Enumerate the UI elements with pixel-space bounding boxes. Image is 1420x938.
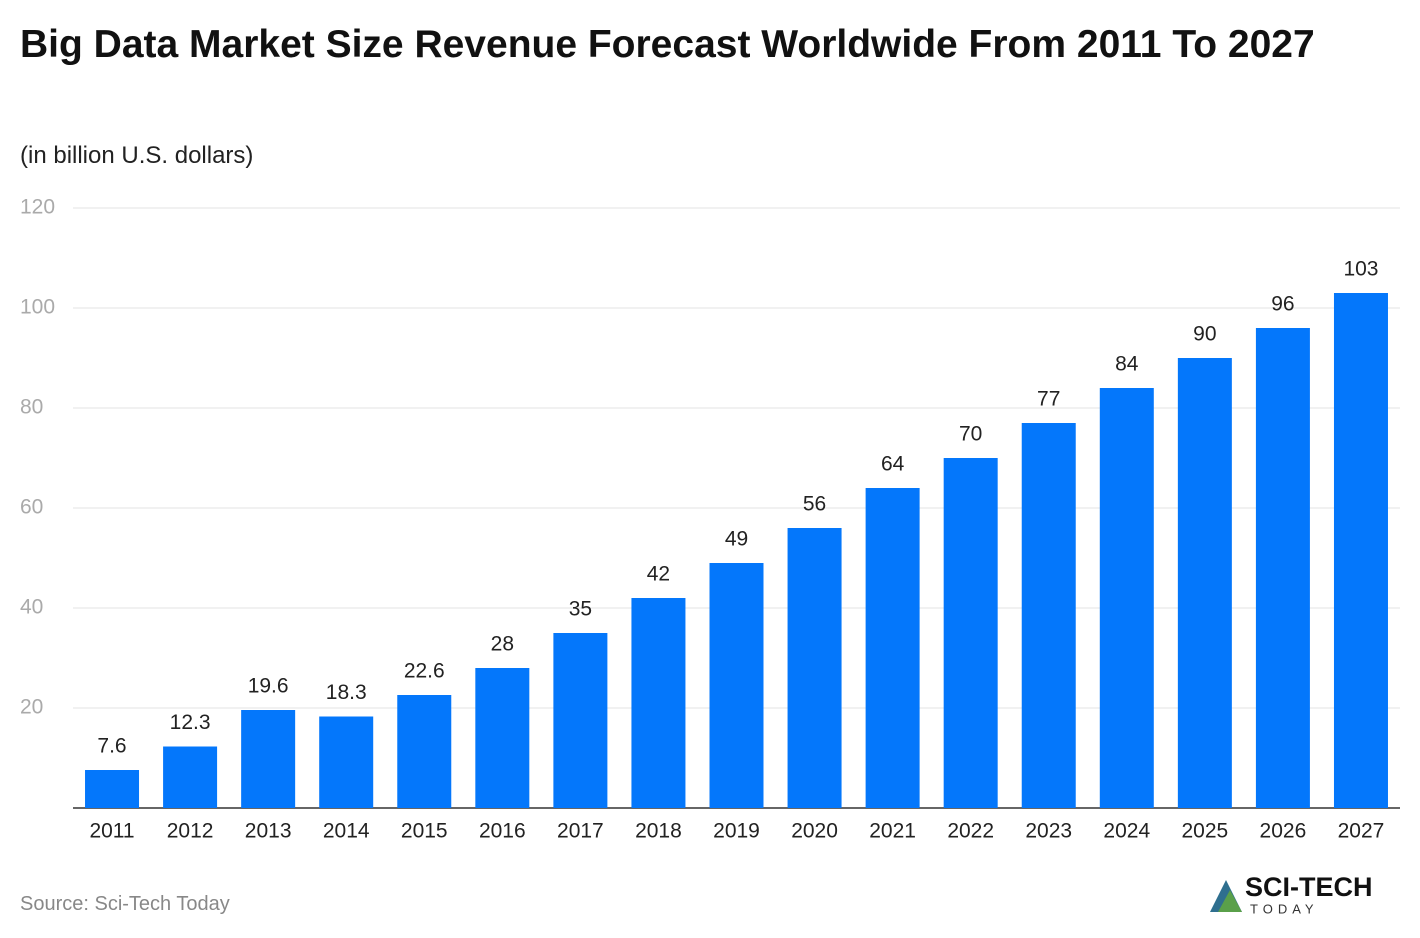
value-label: 22.6 <box>404 660 445 683</box>
y-tick-label: 100 <box>20 296 55 319</box>
logo-icon <box>1218 890 1242 912</box>
x-tick-label: 2020 <box>791 820 838 843</box>
value-label: 42 <box>647 563 670 586</box>
bar <box>1255 328 1310 808</box>
bar <box>553 633 608 808</box>
bar <box>1177 358 1232 808</box>
x-tick-label: 2011 <box>89 820 134 843</box>
value-label: 19.6 <box>248 675 289 698</box>
value-label: 77 <box>1037 388 1060 411</box>
bar <box>319 716 374 808</box>
y-tick-label: 120 <box>20 196 55 219</box>
y-tick-label: 40 <box>20 596 43 619</box>
value-label: 90 <box>1193 323 1216 346</box>
x-tick-label: 2022 <box>947 820 994 843</box>
x-tick-label: 2018 <box>635 820 682 843</box>
x-tick-label: 2015 <box>401 820 448 843</box>
value-label: 7.6 <box>97 735 126 758</box>
bar <box>85 770 140 808</box>
value-label: 56 <box>803 493 826 516</box>
x-tick-label: 2013 <box>245 820 292 843</box>
bar <box>865 488 920 808</box>
bar <box>943 458 998 808</box>
x-tick-label: 2026 <box>1260 820 1307 843</box>
value-label: 96 <box>1271 293 1294 316</box>
bar <box>709 563 764 808</box>
value-label: 28 <box>491 633 514 656</box>
value-label: 12.3 <box>170 711 211 734</box>
y-tick-label: 80 <box>20 396 43 419</box>
chart-subtitle: (in billion U.S. dollars) <box>20 142 254 169</box>
value-label: 35 <box>569 598 592 621</box>
value-label: 18.3 <box>326 681 367 704</box>
bar <box>397 695 452 808</box>
y-tick-label: 60 <box>20 496 43 519</box>
x-tick-label: 2017 <box>557 820 604 843</box>
x-tick-label: 2027 <box>1338 820 1385 843</box>
chart-title: Big Data Market Size Revenue Forecast Wo… <box>20 23 1315 66</box>
logo-name: SCI-TECH <box>1245 872 1373 902</box>
x-tick-label: 2012 <box>167 820 214 843</box>
x-tick-label: 2016 <box>479 820 526 843</box>
value-label: 70 <box>959 423 982 446</box>
x-tick-label: 2019 <box>713 820 760 843</box>
x-tick-label: 2023 <box>1025 820 1072 843</box>
value-label: 49 <box>725 528 748 551</box>
bar <box>1021 423 1076 808</box>
bar <box>1333 293 1388 808</box>
x-tick-label: 2025 <box>1181 820 1228 843</box>
bar <box>787 528 842 808</box>
x-tick-label: 2014 <box>323 820 370 843</box>
value-label: 84 <box>1115 353 1139 376</box>
x-tick-label: 2024 <box>1103 820 1150 843</box>
bar <box>1099 388 1154 808</box>
logo: SCI-TECH TODAY <box>1210 872 1373 916</box>
y-tick-label: 20 <box>20 696 43 719</box>
logo-tagline: TODAY <box>1250 901 1319 916</box>
value-label: 64 <box>881 453 905 476</box>
source: Source: Sci-Tech Today <box>20 893 230 915</box>
bar <box>475 668 530 808</box>
bar <box>163 746 218 808</box>
bar <box>241 710 296 808</box>
x-tick-label: 2021 <box>869 820 916 843</box>
value-label: 103 <box>1343 258 1378 281</box>
bar <box>631 598 686 808</box>
